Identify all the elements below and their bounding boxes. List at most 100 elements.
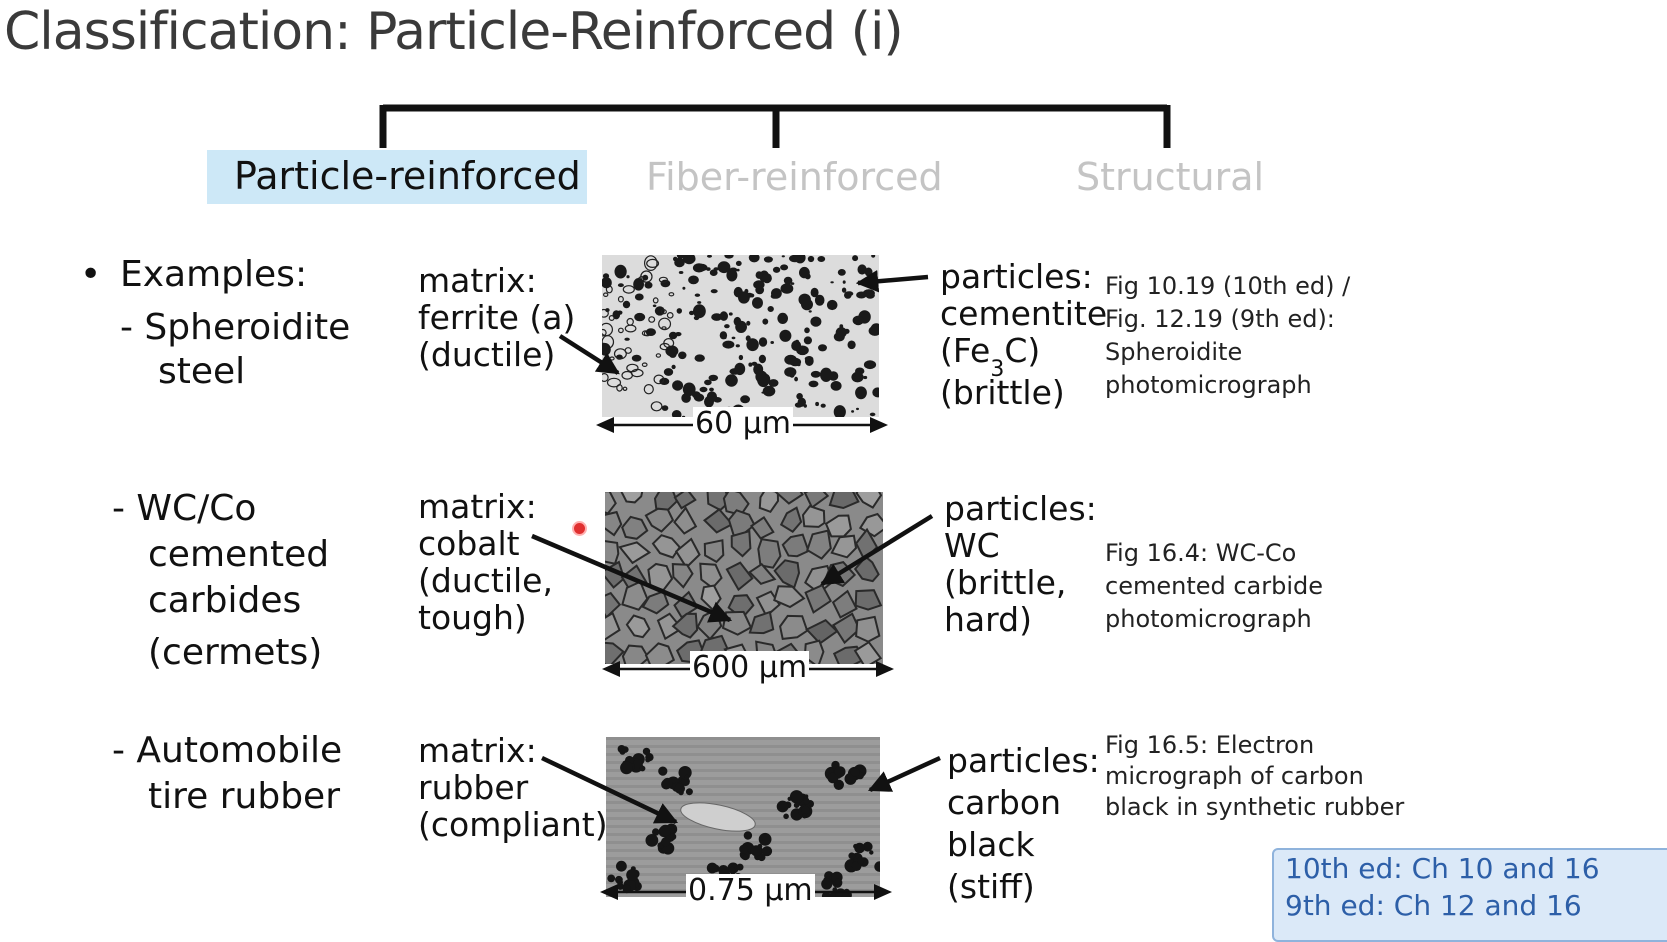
cementite-particle	[709, 269, 718, 276]
cementite-particle	[706, 391, 717, 402]
carbon-black-particle	[851, 861, 862, 871]
wc-grain	[730, 529, 752, 558]
carbon-black-particle	[821, 878, 833, 890]
cementite-particle	[761, 391, 765, 394]
carbon-black-particle	[750, 845, 762, 857]
cementite-particle	[724, 324, 730, 329]
cementite-particle	[652, 297, 659, 304]
carbon-black-particle	[639, 765, 646, 772]
cementite-particle	[804, 356, 814, 366]
cementite-particle	[603, 292, 609, 298]
cementite-particle	[678, 271, 684, 274]
cementite-particle	[717, 261, 731, 274]
chapter-ref-9th: 9th ed: Ch 12 and 16	[1285, 889, 1582, 922]
cementite-particle	[671, 364, 676, 370]
wc-grain	[801, 505, 826, 528]
arrow-carbon-black	[867, 755, 941, 793]
particles-label-rubber: particles: carbon black (stiff)	[947, 741, 1100, 906]
wc-grain	[748, 610, 775, 635]
example-name-spheroidite: - Spheroidite steel	[120, 307, 351, 392]
cementite-particle	[852, 255, 859, 262]
cementite-particle	[686, 256, 695, 264]
cementite-particle	[851, 375, 857, 379]
cementite-particle	[622, 300, 631, 309]
cementite-particle	[808, 380, 819, 388]
cementite-particle	[844, 291, 852, 299]
wc-grain	[804, 583, 833, 614]
cementite-particle	[807, 255, 815, 263]
cementite-particle	[837, 269, 846, 276]
cementite-particle	[674, 257, 685, 268]
cementite-particle	[755, 271, 763, 279]
cementite-particle	[694, 354, 705, 362]
cementite-particle	[803, 336, 812, 345]
scale-label-wcco: 600 μm	[690, 650, 810, 685]
cementite-particle	[710, 289, 718, 294]
cementite-particle	[780, 264, 789, 271]
cementite-particle	[758, 354, 766, 364]
chapter-ref-10th: 10th ed: Ch 10 and 16	[1285, 852, 1600, 885]
carbon-black-particle	[739, 844, 749, 854]
cementite-particle	[867, 282, 878, 290]
carbon-black-particle	[874, 861, 880, 872]
cementite-particle	[616, 384, 623, 392]
carbon-black-particle	[728, 866, 736, 874]
cementite-particle	[794, 376, 798, 382]
branch-structural: Structural	[1076, 155, 1265, 199]
wc-grain	[803, 639, 825, 664]
cementite-particle	[872, 387, 879, 398]
cementite-particle	[719, 331, 728, 340]
cementite-particle	[678, 351, 687, 360]
wc-grain	[854, 589, 883, 611]
cementite-particle	[830, 281, 834, 284]
matrix-label-rubber: matrix: rubber (compliant)	[418, 731, 608, 844]
wc-grain	[605, 492, 617, 515]
cementite-particle	[763, 256, 773, 263]
chapter-reference-box: 10th ed: Ch 10 and 16 9th ed: Ch 12 and …	[1272, 848, 1667, 942]
cementite-particle	[735, 260, 742, 266]
cementite-particle	[713, 267, 719, 271]
cementite-particle	[733, 316, 742, 326]
cementite-particle	[749, 293, 755, 298]
cementite-particle	[618, 327, 624, 334]
wc-grain	[605, 641, 625, 664]
carbon-black-particle	[685, 788, 693, 796]
carbon-black-particle	[850, 767, 860, 777]
wc-grain	[853, 640, 883, 664]
cementite-particle	[771, 288, 782, 299]
cementite-particle	[644, 281, 653, 289]
cementite-particle	[658, 276, 669, 283]
cementite-particle	[624, 337, 630, 341]
caption-rubber: Fig 16.5: Electron micrograph of carbon …	[1105, 731, 1405, 821]
cementite-particle	[699, 386, 708, 393]
cementite-particle	[818, 344, 827, 352]
cementite-particle	[665, 345, 679, 357]
cementite-particle	[652, 304, 657, 308]
cementite-particle	[871, 255, 876, 258]
cementite-particle	[851, 410, 855, 413]
cementite-particle	[810, 316, 822, 327]
cementite-particle	[865, 291, 875, 299]
wc-grain	[673, 492, 697, 510]
wc-grain	[781, 533, 810, 558]
cementite-particle	[653, 374, 665, 385]
particles-label-wcco: particles: WC (brittle, hard)	[944, 489, 1097, 639]
cementite-particle	[794, 255, 806, 264]
cementite-particle	[643, 383, 654, 395]
carbon-black-particle	[736, 863, 744, 871]
cementite-particle	[762, 318, 769, 325]
cementite-particle	[708, 374, 719, 382]
cementite-particle	[624, 324, 637, 333]
cementite-particle	[863, 375, 868, 380]
wc-grain	[757, 538, 782, 569]
cementite-particle	[851, 371, 864, 383]
wc-grain	[620, 492, 644, 504]
matrix-label-spheroidite: matrix: ferrite (a) (ductile)	[418, 261, 576, 374]
cementite-particle	[706, 267, 711, 271]
cementite-particle	[817, 256, 826, 262]
cementite-particle	[815, 401, 819, 407]
cementite-particle	[689, 310, 695, 316]
cementite-particle	[781, 255, 785, 258]
example-name-wcco: - WC/Co cemented carbides (cermets)	[112, 488, 330, 673]
carbon-black-particle	[793, 802, 800, 808]
